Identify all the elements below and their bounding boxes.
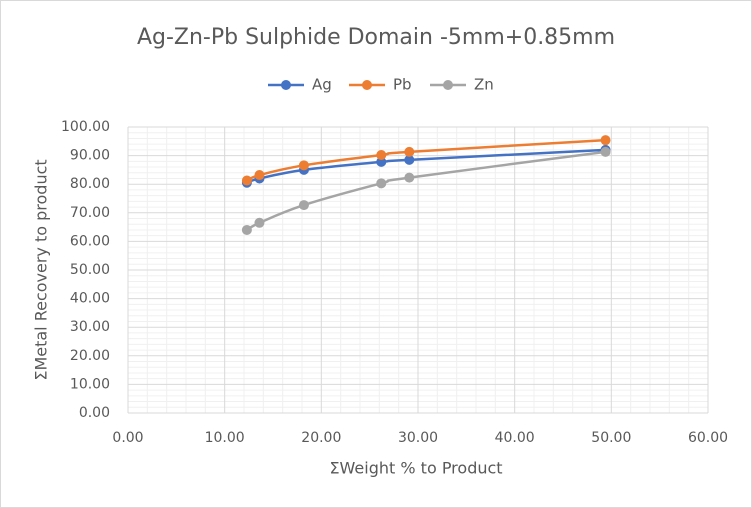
x-tick-label: 20.00	[301, 430, 341, 446]
legend-marker	[362, 80, 372, 90]
data-point	[600, 135, 611, 146]
data-point	[241, 224, 252, 235]
x-tick-label: 30.00	[398, 430, 438, 446]
data-point	[404, 154, 415, 165]
y-tick-label: 50.00	[70, 262, 110, 278]
y-tick-label: 90.00	[70, 148, 110, 164]
data-point	[298, 160, 309, 171]
data-point	[404, 146, 415, 157]
y-axis-label: ΣMetal Recovery to product	[32, 159, 51, 380]
legend-label: Pb	[393, 76, 412, 94]
x-axis-label: ΣWeight % to Product	[329, 459, 502, 478]
data-point	[298, 200, 309, 211]
y-tick-label: 100.00	[61, 119, 110, 135]
data-point	[376, 178, 387, 189]
y-tick-label: 60.00	[70, 233, 110, 249]
y-tick-label: 70.00	[70, 205, 110, 221]
y-tick-label: 10.00	[70, 376, 110, 392]
legend-label: Zn	[474, 76, 494, 94]
data-point	[254, 217, 265, 228]
y-tick-label: 0.00	[79, 405, 110, 421]
y-tick-label: 20.00	[70, 348, 110, 364]
legend-label: Ag	[312, 76, 332, 94]
data-point	[404, 172, 415, 183]
y-tick-label: 40.00	[70, 291, 110, 307]
data-point	[376, 150, 387, 161]
legend-marker	[443, 80, 453, 90]
data-point	[254, 170, 265, 181]
data-point	[241, 175, 252, 186]
x-tick-label: 60.00	[688, 430, 728, 446]
legend-marker	[281, 80, 291, 90]
x-tick-label: 10.00	[205, 430, 245, 446]
x-tick-label: 40.00	[495, 430, 535, 446]
y-tick-label: 80.00	[70, 176, 110, 192]
y-tick-label: 30.00	[70, 319, 110, 335]
chart-title: Ag-Zn-Pb Sulphide Domain -5mm+0.85mm	[137, 25, 615, 50]
data-point	[600, 146, 611, 157]
x-tick-label: 50.00	[591, 430, 631, 446]
data-point	[376, 156, 387, 167]
x-tick-label: 0.00	[112, 430, 143, 446]
